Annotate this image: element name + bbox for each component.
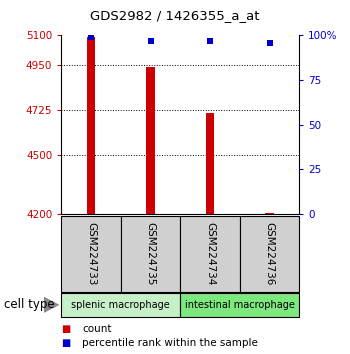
Bar bbox=[180, 293, 299, 317]
Point bbox=[88, 34, 94, 40]
Text: GSM224736: GSM224736 bbox=[265, 222, 274, 286]
Text: percentile rank within the sample: percentile rank within the sample bbox=[82, 338, 258, 348]
Text: count: count bbox=[82, 324, 112, 334]
Bar bbox=[86, 38, 96, 214]
Point bbox=[148, 38, 153, 44]
Bar bbox=[61, 293, 180, 317]
Text: ■: ■ bbox=[61, 324, 70, 334]
Bar bbox=[180, 216, 240, 292]
Polygon shape bbox=[44, 297, 60, 313]
Bar bbox=[146, 67, 155, 214]
Bar bbox=[61, 216, 121, 292]
Bar bbox=[121, 216, 180, 292]
Text: GDS2982 / 1426355_a_at: GDS2982 / 1426355_a_at bbox=[90, 9, 260, 22]
Text: splenic macrophage: splenic macrophage bbox=[71, 300, 170, 310]
Text: ■: ■ bbox=[61, 338, 70, 348]
Text: cell type: cell type bbox=[4, 298, 54, 311]
Bar bbox=[265, 213, 274, 214]
Text: GSM224735: GSM224735 bbox=[146, 222, 155, 286]
Text: intestinal macrophage: intestinal macrophage bbox=[185, 300, 295, 310]
Text: GSM224733: GSM224733 bbox=[86, 222, 96, 286]
Point bbox=[267, 40, 272, 45]
Bar bbox=[205, 113, 215, 214]
Point bbox=[207, 38, 213, 44]
Bar bbox=[240, 216, 299, 292]
Text: GSM224734: GSM224734 bbox=[205, 222, 215, 286]
